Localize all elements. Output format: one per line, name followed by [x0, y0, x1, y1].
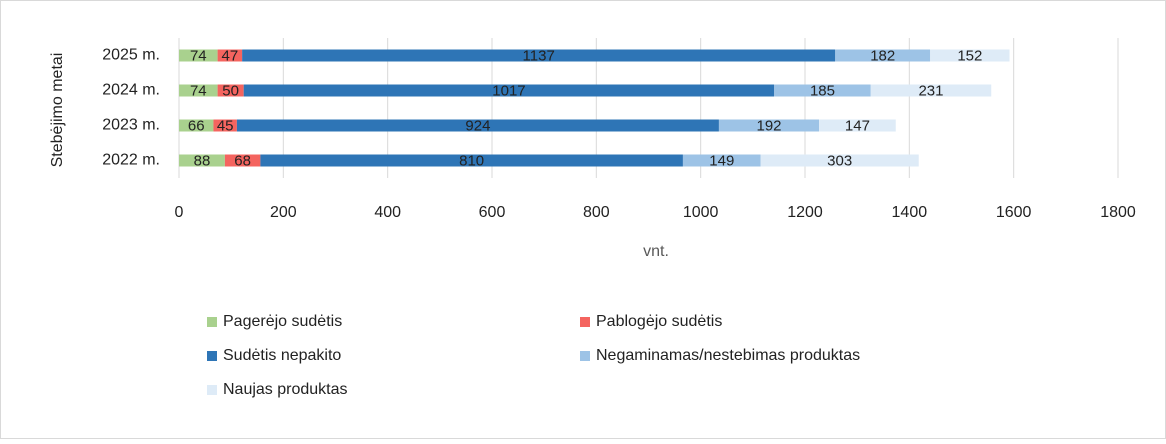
- bar-segment: [870, 84, 992, 97]
- y-tick-label: 2022 m.: [102, 152, 160, 169]
- x-tick-label: 1200: [787, 204, 823, 221]
- x-tick-label: 200: [270, 204, 297, 221]
- x-axis-label: vnt.: [643, 243, 669, 260]
- legend-swatch: [580, 351, 590, 361]
- data-label: 45: [217, 117, 234, 134]
- x-tick-label: 1600: [996, 204, 1032, 221]
- y-tick-label: 2025 m.: [102, 47, 160, 64]
- legend-swatch: [207, 385, 217, 395]
- data-label: 74: [190, 82, 207, 99]
- x-tick-label: 1800: [1100, 204, 1136, 221]
- data-label: 50: [222, 82, 239, 99]
- data-label: 66: [188, 117, 205, 134]
- data-label: 47: [222, 47, 239, 64]
- bar-segment: [217, 49, 243, 62]
- data-label: 74: [190, 47, 207, 64]
- data-label: 192: [756, 117, 781, 134]
- legend-label: Naujas produktas: [223, 381, 348, 398]
- bar-segment: [179, 119, 214, 132]
- x-tick-label: 600: [479, 204, 506, 221]
- bar-segment: [213, 119, 237, 132]
- bar-segment: [179, 84, 218, 97]
- bar-segment: [930, 49, 1010, 62]
- data-label: 147: [845, 117, 870, 134]
- bar-segment: [819, 119, 896, 132]
- x-tick-label: 1000: [683, 204, 719, 221]
- legend-swatch: [207, 317, 217, 327]
- bar-segment: [179, 154, 225, 167]
- legend-label: Negaminamas/nestebimas produktas: [596, 347, 860, 364]
- bar-segment: [224, 154, 261, 167]
- bar-segment: [760, 154, 919, 167]
- legend-swatch: [207, 351, 217, 361]
- bar-segment: [242, 49, 836, 62]
- data-label: 810: [459, 152, 484, 169]
- bar-segment: [682, 154, 761, 167]
- bar-segment: [243, 84, 775, 97]
- x-tick-label: 400: [374, 204, 401, 221]
- x-tick-label: 1400: [892, 204, 928, 221]
- bar-segment: [718, 119, 820, 132]
- data-label: 1017: [492, 82, 525, 99]
- data-label: 1137: [523, 47, 555, 64]
- bar-segment: [179, 49, 218, 62]
- x-tick-label: 800: [583, 204, 610, 221]
- legend-label: Sudėtis nepakito: [223, 347, 341, 364]
- bar-segment: [774, 84, 871, 97]
- data-label: 88: [194, 152, 211, 169]
- data-label: 303: [827, 152, 852, 169]
- legend-label: Pagerėjo sudėtis: [223, 313, 342, 330]
- data-label: 185: [810, 82, 835, 99]
- bar-segment: [835, 49, 931, 62]
- bar-segment: [217, 84, 244, 97]
- data-label: 152: [957, 47, 982, 64]
- data-label: 182: [870, 47, 895, 64]
- data-label: 924: [465, 117, 490, 134]
- legend-label: Pablogėjo sudėtis: [596, 313, 722, 330]
- bar-segment: [260, 154, 683, 167]
- data-label: 149: [709, 152, 734, 169]
- data-label: 231: [918, 82, 943, 99]
- bar-segment: [236, 119, 719, 132]
- data-label: 68: [234, 152, 251, 169]
- y-tick-label: 2023 m.: [102, 117, 160, 134]
- legend-swatch: [580, 317, 590, 327]
- y-axis-label: Stebėjimo metai: [49, 53, 66, 168]
- y-tick-label: 2024 m.: [102, 82, 160, 99]
- x-tick-label: 0: [175, 204, 184, 221]
